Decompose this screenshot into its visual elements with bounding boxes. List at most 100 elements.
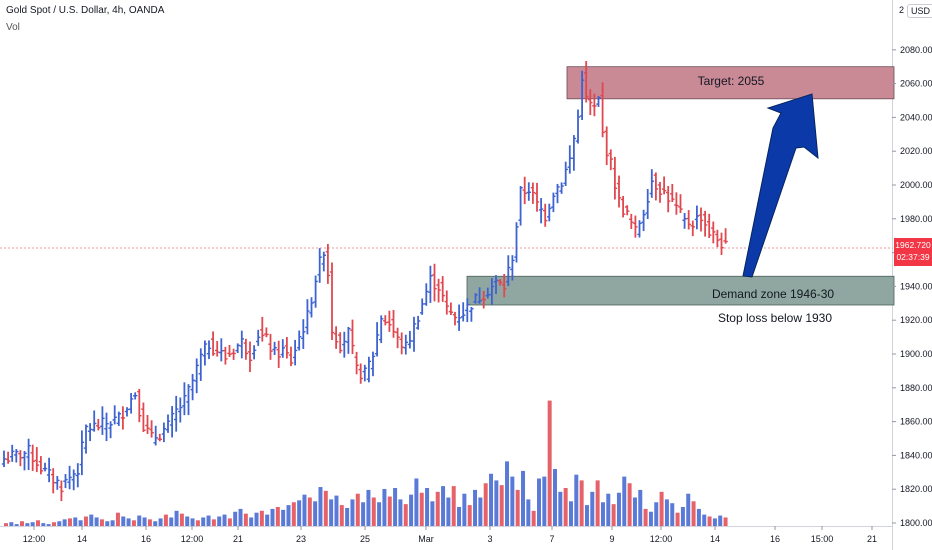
- stop-loss-label: Stop loss below 1930: [718, 311, 832, 325]
- y-tick-label: 1980.000: [900, 214, 932, 224]
- ohlc-bar: [461, 302, 466, 322]
- volume-bar: [723, 517, 728, 526]
- volume-bar: [446, 497, 451, 526]
- volume-bar: [510, 476, 515, 526]
- ohlc-bar: [502, 273, 507, 298]
- ohlc-bar: [411, 316, 417, 352]
- volume-bar: [398, 499, 403, 526]
- volume-bar: [222, 514, 227, 526]
- ohlc-bar: [600, 82, 605, 138]
- ohlc-bar: [198, 348, 203, 381]
- ohlc-bar: [30, 444, 35, 471]
- ohlc-bar: [247, 341, 253, 373]
- ohlc-bar: [612, 156, 618, 200]
- ohlc-bar: [174, 395, 179, 432]
- ohlc-bar: [112, 405, 117, 425]
- ohlc-bar: [493, 275, 499, 294]
- ohlc-bar: [137, 388, 142, 423]
- volume-bar: [174, 510, 179, 526]
- volume-bar: [686, 493, 691, 526]
- volume-bar: [552, 469, 557, 526]
- ohlc-bar: [96, 418, 101, 431]
- x-tick-label: 21: [233, 534, 243, 544]
- y-tick-label: 2000.000: [900, 180, 932, 190]
- price-badge-value: 1962.720: [895, 240, 931, 250]
- ohlc-bar: [239, 330, 244, 359]
- x-tick-label: Mar: [418, 534, 434, 544]
- volume-bar: [286, 505, 291, 526]
- volume-bar: [648, 511, 653, 526]
- ohlc-bar: [243, 338, 249, 360]
- ohlc-bar: [145, 415, 150, 434]
- ohlc-bar: [366, 356, 372, 383]
- volume-bar: [478, 497, 483, 526]
- volume-bar: [526, 499, 531, 526]
- ohlc-bar: [79, 430, 85, 476]
- ohlc-bar: [227, 344, 232, 357]
- ohlc-bar: [432, 263, 437, 302]
- ohlc-bar: [10, 444, 15, 462]
- ohlc-bar: [178, 397, 183, 423]
- x-tick-label: 12:00: [181, 534, 204, 544]
- volume-bar: [131, 520, 136, 526]
- y-tick-label: 1880.000: [900, 383, 932, 393]
- volume-bar: [179, 513, 184, 526]
- volume-bar: [547, 400, 552, 526]
- ohlc-bar: [26, 438, 31, 470]
- ohlc-bar: [182, 382, 187, 416]
- ohlc-bar: [592, 93, 597, 117]
- volume-bar: [94, 517, 99, 526]
- volume-bar: [718, 515, 723, 526]
- volume-bar: [622, 476, 627, 526]
- target-label: Target: 2055: [698, 74, 765, 88]
- ohlc-bar: [551, 192, 556, 213]
- ohlc-bar: [420, 298, 425, 315]
- ohlc-bar: [38, 456, 44, 475]
- ohlc-bar: [297, 330, 302, 351]
- volume-bar: [307, 497, 312, 526]
- volume-bar: [35, 520, 40, 526]
- volume-bar: [600, 502, 605, 526]
- y-tick-label: 2040.000: [900, 112, 932, 122]
- volume-bar: [643, 508, 648, 526]
- ohlc-bar: [190, 373, 195, 401]
- ohlc-bar: [690, 220, 695, 237]
- ohlc-bar: [354, 351, 359, 375]
- ohlc-bar: [231, 348, 236, 360]
- y-tick-label: 2020.000: [900, 146, 932, 156]
- volume-bar: [265, 514, 270, 526]
- ohlc-bar: [670, 183, 675, 203]
- ohlc-bar: [75, 463, 80, 488]
- ohlc-bar: [588, 89, 593, 115]
- ohlc-bar: [63, 474, 68, 489]
- ohlc-bar: [424, 283, 429, 306]
- volume-bar: [563, 488, 568, 526]
- ohlc-bar: [514, 222, 519, 263]
- volume-bar: [121, 516, 126, 526]
- volume-bar: [638, 489, 643, 526]
- ohlc-bar: [649, 169, 654, 198]
- volume-bar: [190, 518, 195, 526]
- ohlc-bar: [625, 205, 630, 216]
- ohlc-bar: [161, 422, 167, 443]
- volume-bar: [627, 483, 632, 526]
- ohlc-bar: [370, 351, 376, 377]
- ohlc-bar: [67, 465, 72, 490]
- volume-bar: [377, 502, 382, 526]
- volume-bar: [579, 480, 584, 526]
- ohlc-bar: [321, 251, 326, 272]
- ohlc-bar: [469, 306, 474, 322]
- price-badge-countdown: 02:37:39: [896, 252, 930, 262]
- volume-bar: [291, 502, 296, 526]
- price-badge: 1962.720 02:37:39: [894, 238, 932, 266]
- y-tick-label: 2080.000: [900, 45, 932, 55]
- currency-selector[interactable]: USD: [907, 4, 932, 18]
- ohlc-bar: [543, 203, 548, 227]
- volume-bar: [664, 499, 669, 526]
- volume-bar: [19, 521, 24, 526]
- volume-bar: [4, 523, 8, 526]
- volume-bar: [25, 523, 30, 526]
- ohlc-bar: [124, 407, 130, 417]
- volume-bar: [83, 516, 88, 526]
